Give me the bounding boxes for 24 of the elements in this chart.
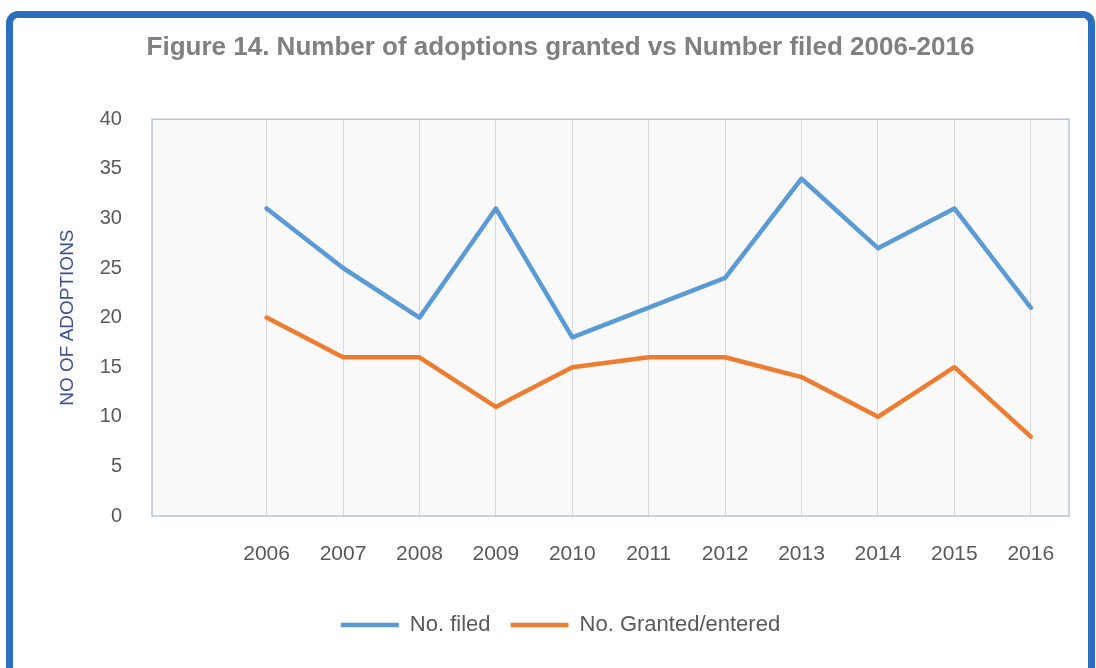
legend-label: No. Granted/entered [579, 611, 781, 637]
y-tick-label: 5 [110, 453, 122, 476]
y-tick-label: 35 [99, 156, 122, 179]
x-tick-label: 2013 [778, 541, 825, 565]
y-tick-label: 25 [99, 255, 122, 278]
y-tick-label: 15 [99, 354, 122, 377]
y-axis-title: NO OF ADOPTIONS [55, 229, 77, 406]
y-tick-label: 20 [99, 305, 122, 328]
legend-label: No. filed [409, 611, 491, 637]
x-tick-label: 2008 [396, 541, 443, 565]
y-tick-label: 10 [99, 404, 122, 427]
x-tick-label: 2014 [854, 541, 902, 565]
y-tick-label: 40 [99, 106, 122, 129]
y-tick-label: 30 [99, 205, 122, 228]
chart-title: Figure 14. Number of adoptions granted vs Number filed 2006-2016 [146, 30, 975, 61]
x-tick-label: 2016 [1007, 541, 1055, 565]
x-tick-label: 2007 [319, 541, 367, 565]
x-tick-label: 2011 [626, 541, 672, 565]
x-tick-label: 2012 [701, 541, 749, 565]
x-tick-label: 2009 [472, 541, 520, 565]
x-tick-label: 2006 [243, 541, 290, 565]
y-tick-label: 0 [110, 503, 122, 526]
x-tick-label: 2015 [931, 541, 978, 565]
x-tick-label: 2010 [548, 541, 596, 565]
